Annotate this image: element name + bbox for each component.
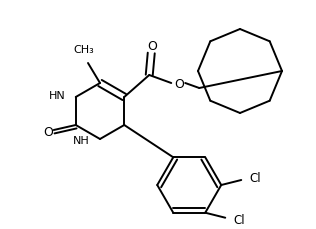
- Text: CH₃: CH₃: [74, 45, 94, 55]
- Text: O: O: [43, 125, 53, 138]
- Text: O: O: [174, 77, 184, 90]
- Text: O: O: [147, 39, 157, 52]
- Text: HN: HN: [49, 91, 66, 101]
- Text: Cl: Cl: [249, 172, 261, 185]
- Text: NH: NH: [73, 135, 90, 145]
- Text: Cl: Cl: [233, 213, 245, 226]
